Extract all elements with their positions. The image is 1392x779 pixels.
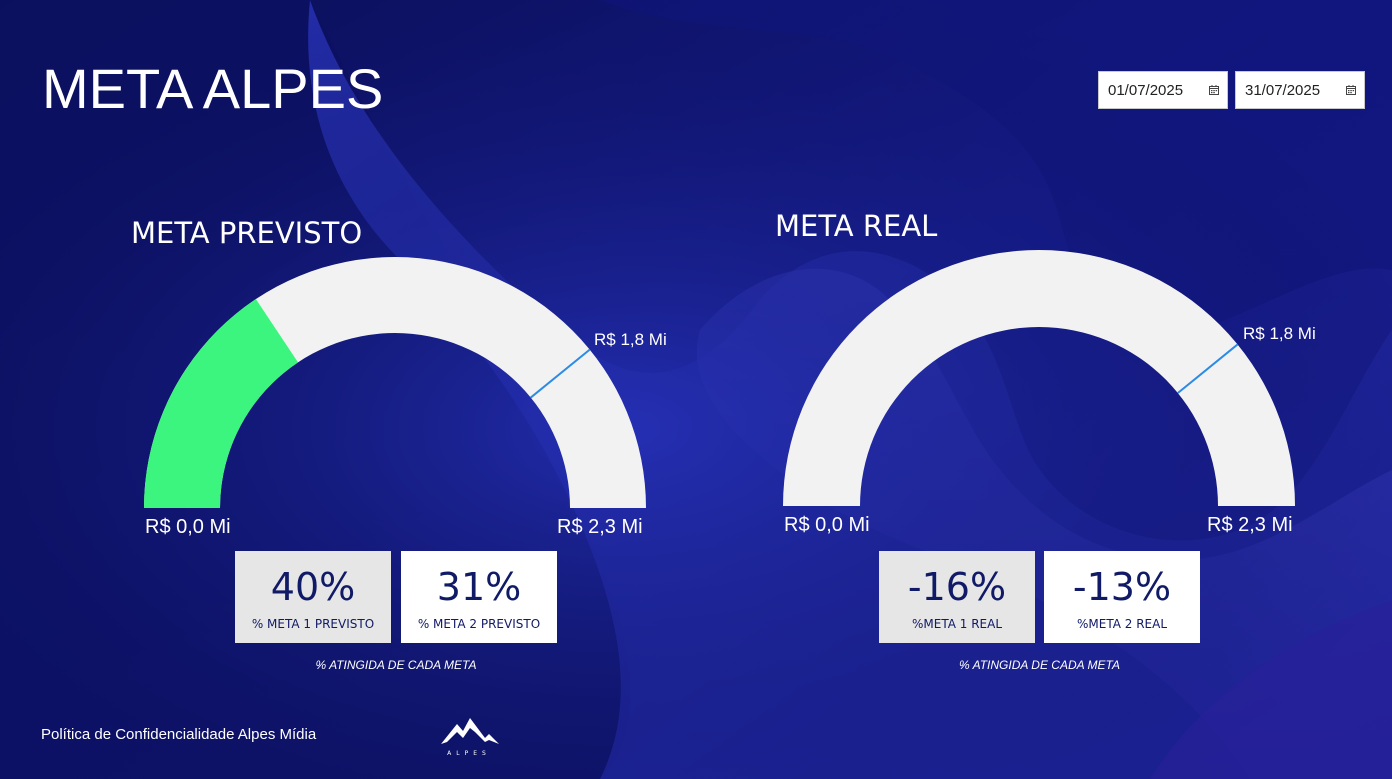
kpi-card-meta1-previsto: 40% % META 1 PREVISTO <box>235 551 391 643</box>
logo-text: ALPES <box>447 750 491 757</box>
gauge-previsto-target-label: R$ 1,8 Mi <box>594 330 667 349</box>
gauge-previsto-title: META PREVISTO <box>131 216 363 250</box>
gauge-real-max-label: R$ 2,3 Mi <box>1207 514 1293 536</box>
end-date-input[interactable]: 31/07/2025 <box>1235 71 1365 109</box>
kpi-label: % META 2 PREVISTO <box>417 617 541 631</box>
start-date-input[interactable]: 01/07/2025 <box>1098 71 1228 109</box>
gauge-previsto-min-label: R$ 0,0 Mi <box>145 516 231 538</box>
kpi-card-meta2-previsto: 31% % META 2 PREVISTO <box>401 551 557 643</box>
gauge-real <box>783 250 1295 506</box>
kpi-card-meta2-real: -13% %META 2 REAL <box>1044 551 1200 643</box>
gauge-real-target-label: R$ 1,8 Mi <box>1243 324 1316 343</box>
gauge-track <box>783 250 1295 506</box>
gauge-previsto-max-label: R$ 2,3 Mi <box>557 516 643 538</box>
gauge-real-caption: % ATINGIDA DE CADA META <box>959 658 1120 672</box>
kpi-card-meta1-real: -16% %META 1 REAL <box>879 551 1035 643</box>
kpi-value: 31% <box>436 565 522 609</box>
kpi-label: % META 1 PREVISTO <box>251 617 375 631</box>
calendar-icon[interactable] <box>1346 85 1356 95</box>
gauge-value-fill <box>144 299 299 508</box>
gauge-real-min-label: R$ 0,0 Mi <box>784 514 870 536</box>
gauge-target-marker <box>1177 343 1239 394</box>
start-date-value: 01/07/2025 <box>1108 81 1184 99</box>
footer-privacy-policy-link[interactable]: Política de Confidencialidade Alpes Mídi… <box>41 726 317 743</box>
kpi-value: -16% <box>907 565 1007 609</box>
kpi-label: %META 1 REAL <box>911 617 1003 631</box>
gauge-real-title: META REAL <box>775 209 938 243</box>
gauge-target-marker <box>530 348 591 399</box>
calendar-icon[interactable] <box>1209 85 1219 95</box>
gauge-previsto <box>144 257 646 508</box>
kpi-label: %META 2 REAL <box>1076 617 1168 631</box>
alpes-mountain-logo: ALPES <box>441 718 499 757</box>
page-title: META ALPES <box>42 57 384 120</box>
kpi-value: -13% <box>1072 565 1172 609</box>
kpi-value: 40% <box>270 565 356 609</box>
end-date-value: 31/07/2025 <box>1245 81 1321 99</box>
gauge-previsto-caption: % ATINGIDA DE CADA META <box>315 658 477 672</box>
